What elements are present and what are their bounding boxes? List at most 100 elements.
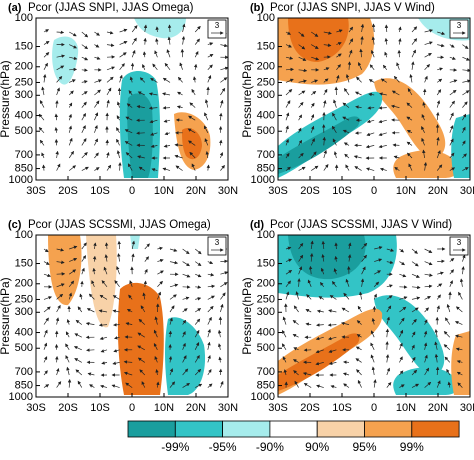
y-tick-label: 300: [257, 306, 275, 318]
wind-vector: [82, 268, 84, 274]
wind-vector: [294, 306, 298, 312]
wind-vector: [425, 65, 430, 70]
wind-vector: [286, 126, 288, 133]
wind-vector: [311, 115, 313, 121]
wind-vector: [195, 52, 198, 58]
panel: 30S20S10S010N20N30N100150200250300400500…: [240, 2, 474, 197]
wind-vector: [367, 168, 374, 170]
wind-vector: [407, 142, 412, 145]
wind-vector: [170, 285, 178, 287]
wind-vector: [450, 126, 453, 133]
wind-vector: [208, 330, 210, 338]
wind-vector: [324, 101, 326, 108]
x-tick-label: 0: [129, 185, 135, 197]
wind-vector: [118, 254, 119, 262]
wind-vector: [387, 355, 388, 363]
wind-vector: [344, 89, 349, 95]
wind-vector: [399, 357, 402, 363]
wind-vector: [437, 261, 444, 262]
y-tick-label: 250: [257, 293, 275, 305]
wind-vector: [40, 140, 44, 145]
x-tick-label: 10N: [154, 185, 174, 197]
y-tick-label: 1000: [251, 391, 275, 403]
wind-vector: [437, 101, 439, 108]
wind-vector: [462, 70, 470, 71]
wind-vector: [94, 101, 98, 108]
wind-vector: [412, 274, 419, 277]
y-tick-label: 700: [257, 149, 275, 161]
wind-vector: [311, 166, 318, 170]
wind-vector: [178, 92, 183, 95]
wind-vector: [208, 274, 214, 275]
y-tick-label: 850: [15, 379, 33, 391]
colorbar-box: [223, 421, 270, 437]
wind-vector: [220, 304, 222, 312]
wind-vector: [437, 79, 441, 82]
wind-vector: [94, 32, 99, 35]
colorbar-box: [412, 421, 459, 437]
wind-vector: [120, 30, 127, 32]
contour-region: [118, 283, 164, 395]
wind-vector: [69, 103, 72, 107]
vector-key: 3: [457, 21, 462, 30]
wind-vector: [412, 287, 420, 288]
wind-vector: [367, 133, 374, 135]
contour-region: [134, 18, 186, 38]
x-tick-label: 30N: [218, 185, 238, 197]
wind-vector: [386, 25, 387, 32]
colorbar-box: [317, 421, 364, 437]
wind-vector: [450, 45, 454, 48]
wind-vector: [379, 145, 387, 147]
wind-vector: [153, 64, 158, 70]
wind-vector: [195, 64, 196, 69]
y-tick-label: 400: [257, 326, 275, 338]
colorbar-label: -90%: [256, 440, 284, 454]
wind-vector: [69, 151, 73, 158]
contour-region: [393, 367, 458, 395]
wind-vector: [66, 332, 69, 337]
y-tick-label: 250: [15, 293, 33, 305]
wind-vector: [44, 330, 47, 337]
wind-vector: [299, 115, 302, 120]
wind-vector: [44, 53, 49, 58]
wind-vector: [425, 308, 429, 312]
wind-vector: [163, 168, 170, 170]
wind-vector: [219, 344, 220, 350]
x-tick-label: 0: [371, 402, 377, 414]
wind-vector: [157, 248, 162, 249]
wind-vector: [145, 257, 149, 262]
y-tick-label: 500: [15, 125, 33, 137]
wind-vector: [87, 323, 95, 324]
wind-vector: [208, 356, 210, 363]
wind-vector: [57, 164, 60, 170]
wind-vector: [220, 282, 227, 286]
wind-vector: [450, 80, 457, 82]
wind-vector: [399, 39, 400, 45]
colorbar: -99%-95%-90%90%95%99%: [128, 421, 459, 454]
x-tick-label: 10S: [90, 402, 110, 414]
y-tick-label: 400: [257, 109, 275, 121]
wind-vector: [78, 381, 82, 387]
wind-vector: [356, 359, 362, 363]
wind-vector: [183, 37, 184, 45]
wind-vector: [183, 309, 188, 312]
wind-vector: [94, 57, 99, 59]
wind-vector: [208, 317, 212, 324]
wind-vector: [324, 165, 328, 171]
wind-vector: [69, 138, 72, 145]
wind-vector: [374, 380, 375, 388]
wind-vector: [57, 306, 61, 312]
wind-vector: [282, 344, 286, 350]
x-tick-label: 20S: [58, 185, 78, 197]
x-tick-label: 30S: [268, 402, 288, 414]
y-tick-label: 700: [257, 366, 275, 378]
y-tick-label: 300: [15, 89, 33, 101]
y-axis-label: Pressure(hPa): [0, 277, 12, 354]
wind-vector: [90, 385, 95, 388]
wind-vector: [102, 362, 107, 363]
wind-vector: [190, 103, 195, 108]
wind-vector: [399, 274, 405, 276]
wind-vector: [67, 367, 69, 375]
wind-vector: [342, 308, 349, 312]
wind-vector: [220, 272, 227, 274]
